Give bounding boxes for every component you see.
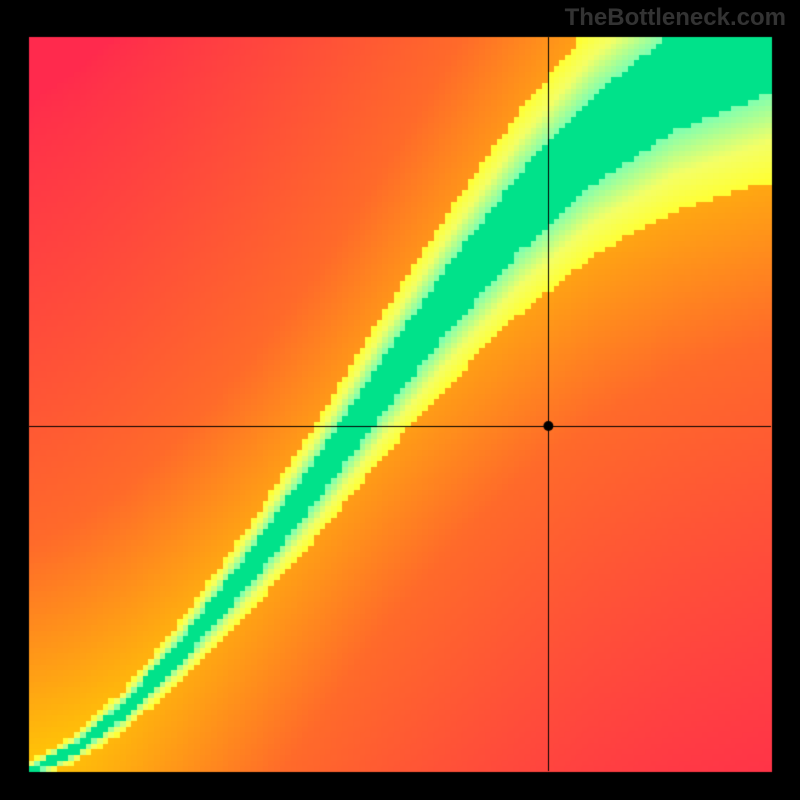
- watermark-text: TheBottleneck.com: [565, 4, 786, 32]
- chart-container: { "watermark": { "text": "TheBottleneck.…: [0, 0, 800, 800]
- crosshair-overlay: [0, 0, 800, 800]
